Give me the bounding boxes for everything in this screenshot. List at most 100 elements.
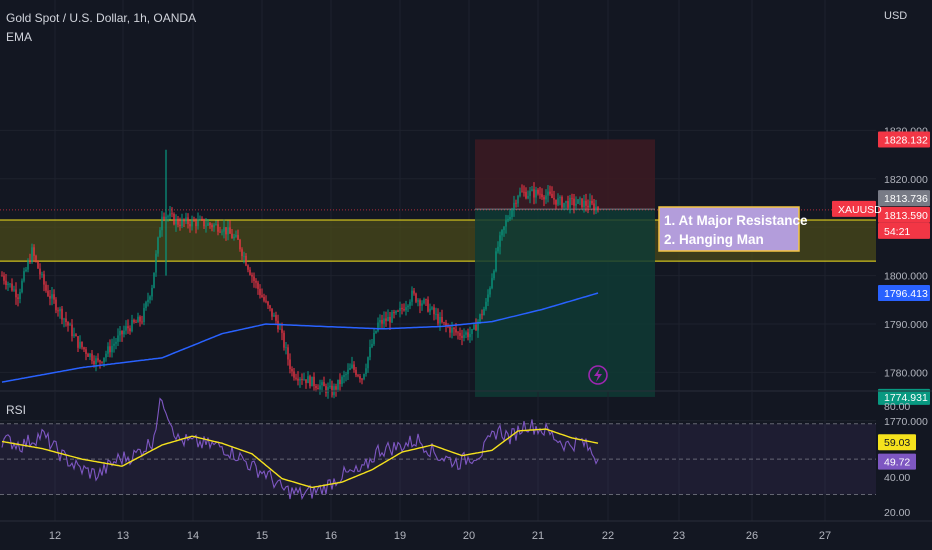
candle-body — [481, 314, 483, 316]
candle-body — [323, 382, 325, 387]
candle-body — [209, 223, 211, 226]
lightning-icon[interactable] — [588, 365, 608, 385]
candle-body — [415, 293, 417, 302]
ema-indicator-label[interactable]: EMA — [6, 30, 32, 44]
candle-body — [545, 195, 547, 200]
candle-body — [39, 268, 41, 275]
candle-body — [17, 297, 19, 299]
price-axis[interactable]: 1830.0001820.0001810.0001800.0001790.000… — [832, 125, 930, 428]
stop-price-badge: 1774.931 — [884, 392, 928, 404]
candle-body — [397, 310, 399, 312]
candle-body — [251, 274, 253, 277]
candle-body — [377, 322, 379, 331]
candle-body — [167, 216, 169, 218]
candle-body — [255, 280, 257, 283]
candle-body — [519, 191, 521, 196]
candle-body — [109, 346, 111, 353]
candle-body — [385, 318, 387, 322]
candle-body — [525, 191, 527, 199]
candle-body — [391, 312, 393, 323]
time-axis[interactable]: 12 13 14 15 16 19 20 21 22 23 26 27 — [49, 530, 831, 542]
candle-body — [351, 364, 353, 368]
candle-body — [309, 376, 311, 387]
candle-body — [15, 289, 17, 298]
candle-body — [371, 343, 373, 347]
candle-body — [369, 346, 371, 358]
candle-body — [441, 316, 443, 323]
candle-body — [257, 282, 259, 289]
candle-body — [427, 299, 429, 312]
time-axis-tick-label: 20 — [463, 530, 475, 542]
candle-body — [353, 364, 355, 370]
candle-body — [193, 219, 195, 222]
candle-body — [57, 310, 59, 312]
candle-body — [337, 379, 339, 390]
rsi-label[interactable]: RSI — [6, 403, 26, 417]
rsi-axis[interactable]: 80.00 40.00 20.00 59.03 49.72 — [878, 401, 916, 519]
candle-body — [89, 353, 91, 357]
candle-body — [463, 334, 465, 338]
candle-body — [553, 198, 555, 200]
candle-body — [555, 199, 557, 205]
candle-body — [37, 260, 39, 269]
candle-body — [85, 349, 87, 354]
time-axis-tick-label: 15 — [256, 530, 268, 542]
candle-body — [135, 322, 137, 323]
short-position-target-zone[interactable] — [475, 139, 655, 210]
candle-body — [403, 309, 405, 311]
candle-body — [313, 376, 315, 386]
candle-body — [137, 316, 139, 323]
candle-body — [339, 379, 341, 385]
candle-body — [87, 353, 89, 357]
candle-body — [537, 189, 539, 194]
candle-body — [425, 299, 427, 301]
candle-body — [61, 308, 63, 320]
last-price-badge: 1813.736 — [884, 193, 928, 205]
candle-body — [265, 300, 267, 302]
candle-body — [117, 335, 119, 342]
candle-body — [531, 189, 533, 191]
price-axis-tick-label: 1790.000 — [884, 319, 928, 331]
candle-body — [411, 290, 413, 302]
candle-body — [483, 308, 485, 316]
candle-body — [19, 292, 21, 299]
candle-body — [3, 275, 5, 281]
candle-body — [517, 195, 519, 204]
symbol-title[interactable]: Gold Spot / U.S. Dollar, 1h, OANDA — [6, 11, 196, 25]
candle-body — [143, 308, 145, 323]
candle-body — [375, 330, 377, 333]
rsi-value-badge: 49.72 — [884, 457, 910, 469]
candle-body — [69, 324, 71, 326]
candle-body — [203, 219, 205, 227]
candle-body — [389, 316, 391, 323]
candle-body — [485, 301, 487, 309]
candle-body — [559, 197, 561, 199]
candle-body — [551, 193, 553, 199]
candle-body — [363, 374, 365, 379]
candle-body — [159, 230, 161, 238]
current-price-badge-bg — [878, 206, 930, 223]
time-axis-tick-label: 16 — [325, 530, 337, 542]
candle-body — [285, 347, 287, 349]
target-price-badge: 1828.132 — [884, 134, 928, 146]
candle-body — [33, 247, 35, 256]
candle-body — [131, 319, 133, 332]
candle-body — [529, 190, 531, 196]
candle-body — [107, 346, 109, 354]
candle-body — [169, 213, 171, 217]
rsi-ma-badge-bg — [878, 434, 916, 451]
candle-body — [387, 316, 389, 322]
candle-body — [419, 300, 421, 306]
rsi-grid — [54, 392, 826, 521]
candle-body — [509, 216, 511, 220]
currency-label: USD — [884, 10, 907, 22]
candle-body — [347, 369, 349, 375]
candle-body — [583, 200, 585, 208]
candle-body — [241, 249, 243, 257]
candle-body — [11, 283, 13, 291]
candle-body — [437, 313, 439, 324]
time-axis-tick-label: 19 — [394, 530, 406, 542]
candle-body — [67, 322, 69, 326]
annotation-box[interactable]: 1. At Major Resistance 2. Hanging Man — [658, 206, 808, 252]
